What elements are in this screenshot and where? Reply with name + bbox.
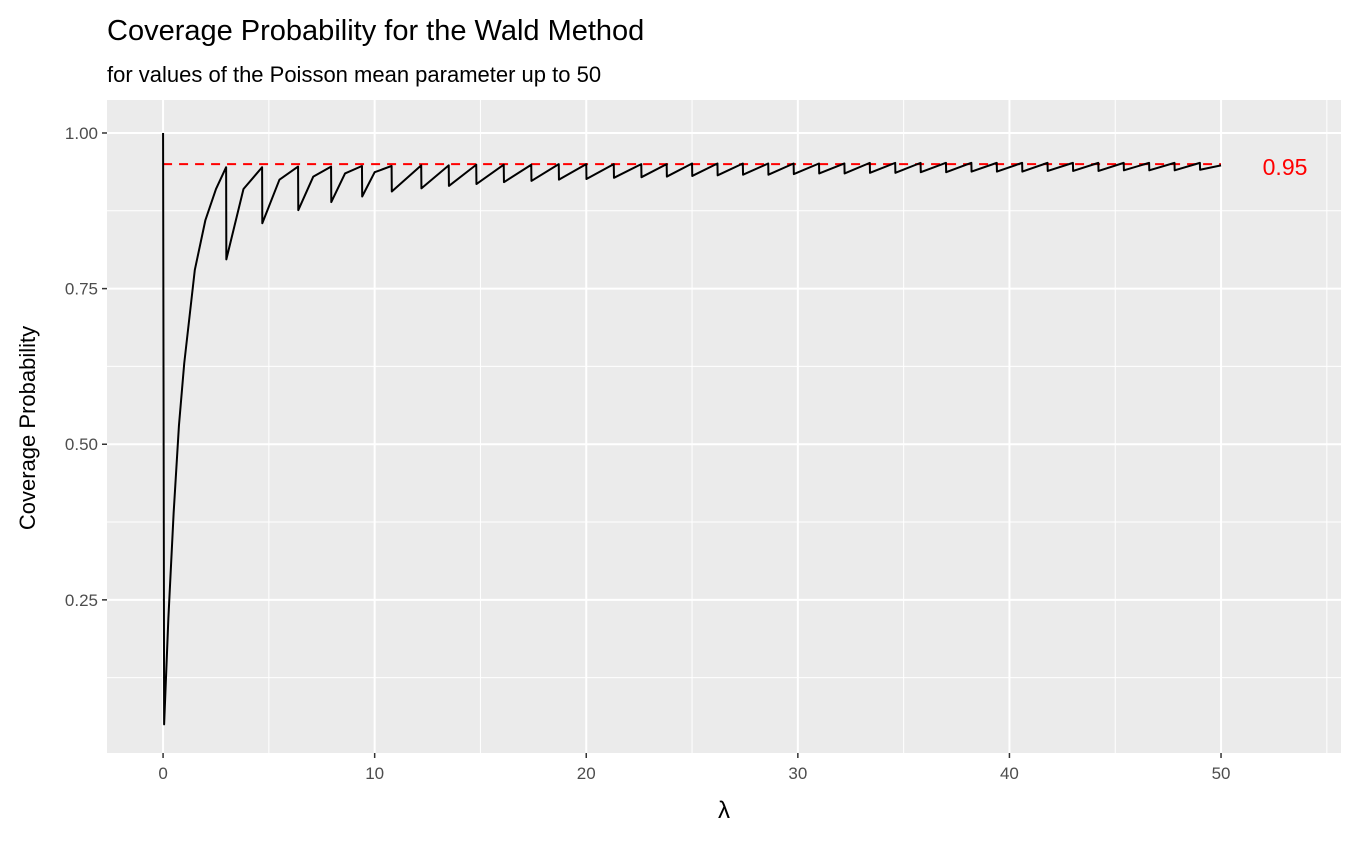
x-axis-title: λ — [718, 797, 730, 824]
x-tick-label: 40 — [1000, 764, 1019, 783]
y-tick-label: 0.75 — [65, 280, 98, 299]
y-tick-label: 0.50 — [65, 435, 98, 454]
y-tick-label: 0.25 — [65, 591, 98, 610]
chart-subtitle: for values of the Poisson mean parameter… — [107, 62, 601, 87]
reference-label: 0.95 — [1263, 154, 1308, 180]
x-tick-label: 10 — [365, 764, 384, 783]
x-tick-label: 30 — [788, 764, 807, 783]
x-tick-label: 0 — [158, 764, 167, 783]
y-tick-label: 1.00 — [65, 124, 98, 143]
chart-title: Coverage Probability for the Wald Method — [107, 15, 644, 47]
data-line — [162, 132, 1222, 726]
y-axis-title: Coverage Probability — [15, 326, 40, 530]
x-tick-label: 50 — [1212, 764, 1231, 783]
panel — [107, 100, 1341, 753]
x-tick-label: 20 — [577, 764, 596, 783]
